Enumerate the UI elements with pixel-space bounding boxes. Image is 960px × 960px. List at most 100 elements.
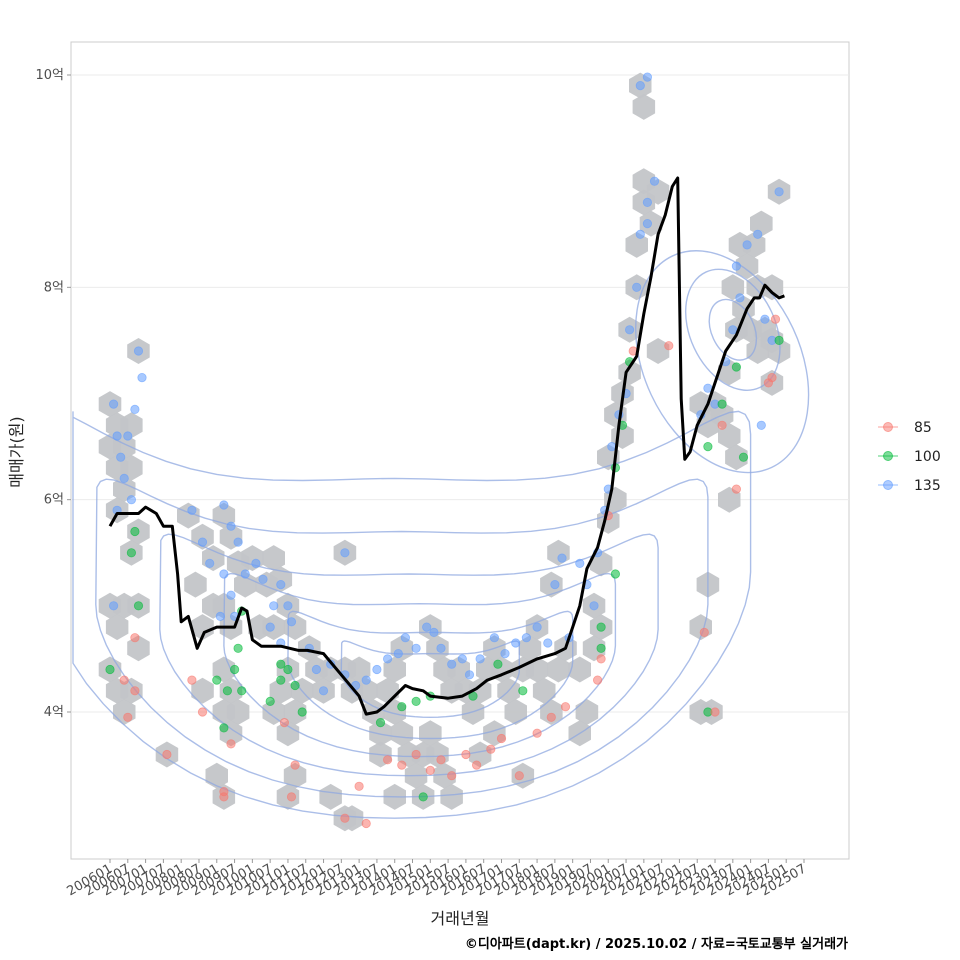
hexbin [283,762,307,789]
data-point [422,622,432,632]
data-point [447,659,457,669]
hexbin [191,614,214,641]
data-point [290,760,300,770]
data-point [592,675,603,685]
hexbin [540,699,563,725]
hexbin [184,571,207,598]
data-point [699,627,709,638]
density-contour [287,610,574,740]
data-point [226,590,236,600]
density-contour [223,572,617,758]
legend-key [883,480,893,490]
data-point [123,712,133,722]
data-point [642,219,653,229]
data-point [642,72,653,82]
density-contour [635,250,810,474]
data-point [731,484,742,494]
data-point [717,399,727,409]
data-point [756,420,766,430]
legend-key [883,422,893,432]
data-point [237,686,247,696]
data-point [212,675,222,685]
data-point [596,654,606,664]
data-point [471,760,482,770]
data-point [119,675,129,685]
data-point [735,293,745,303]
data-point [233,537,243,547]
hexbin [632,93,656,120]
data-point [518,686,528,696]
data-point [311,664,321,675]
hexbin [319,783,342,810]
data-point [382,755,393,765]
data-point [109,399,119,409]
data-point [500,648,510,659]
data-point [543,638,553,648]
data-point [411,643,421,653]
data-point [219,723,229,733]
hexbin [234,571,257,598]
hexbin [262,545,285,572]
data-point [130,686,140,696]
data-point [269,601,279,611]
hexbin [568,656,591,683]
hexbin [725,444,748,471]
data-point [461,749,471,760]
data-point [475,654,485,664]
data-point [436,755,446,765]
y-tick-label: 6억 [44,493,64,508]
data-point [400,633,410,643]
data-point [486,744,496,754]
data-point [532,728,542,738]
data-point [457,654,467,664]
data-point [283,601,293,611]
data-point [753,229,763,239]
data-point [770,314,781,324]
data-point [411,749,421,760]
hexbin [575,699,599,725]
hexbin [191,677,214,704]
data-point [283,664,293,675]
data-point [137,372,147,383]
hexbin [646,338,670,364]
plot-background [70,41,850,860]
data-point [372,664,382,675]
data-point [397,702,407,712]
data-point [318,686,329,696]
hexbin [532,677,556,704]
data-point [774,187,784,197]
hexbin [547,656,570,683]
data-point [624,325,635,335]
legend-label: 100 [914,449,941,465]
data-point [575,558,585,569]
hexbin [735,253,759,280]
legend-key [883,451,893,461]
data-point [265,622,275,632]
data-point [109,601,119,611]
data-point [286,792,297,802]
data-point [133,346,144,356]
data-point [354,781,364,791]
density-contours [72,250,810,819]
data-point [642,197,653,207]
data-point [738,452,749,462]
hexbin [390,720,414,747]
hexbin [369,720,392,747]
hexbin [419,720,442,747]
hexbin [283,699,307,725]
data-point [130,633,140,643]
data-point [197,707,208,717]
data-point [233,643,243,653]
data-point [205,558,215,569]
data-point [119,473,129,483]
data-point [411,696,421,707]
data-point [230,664,240,675]
data-point [511,638,521,648]
data-point [258,574,268,584]
hexbin [440,783,463,810]
data-point [393,648,403,659]
data-point [276,675,286,685]
data-point [496,733,507,744]
data-point [219,569,229,579]
